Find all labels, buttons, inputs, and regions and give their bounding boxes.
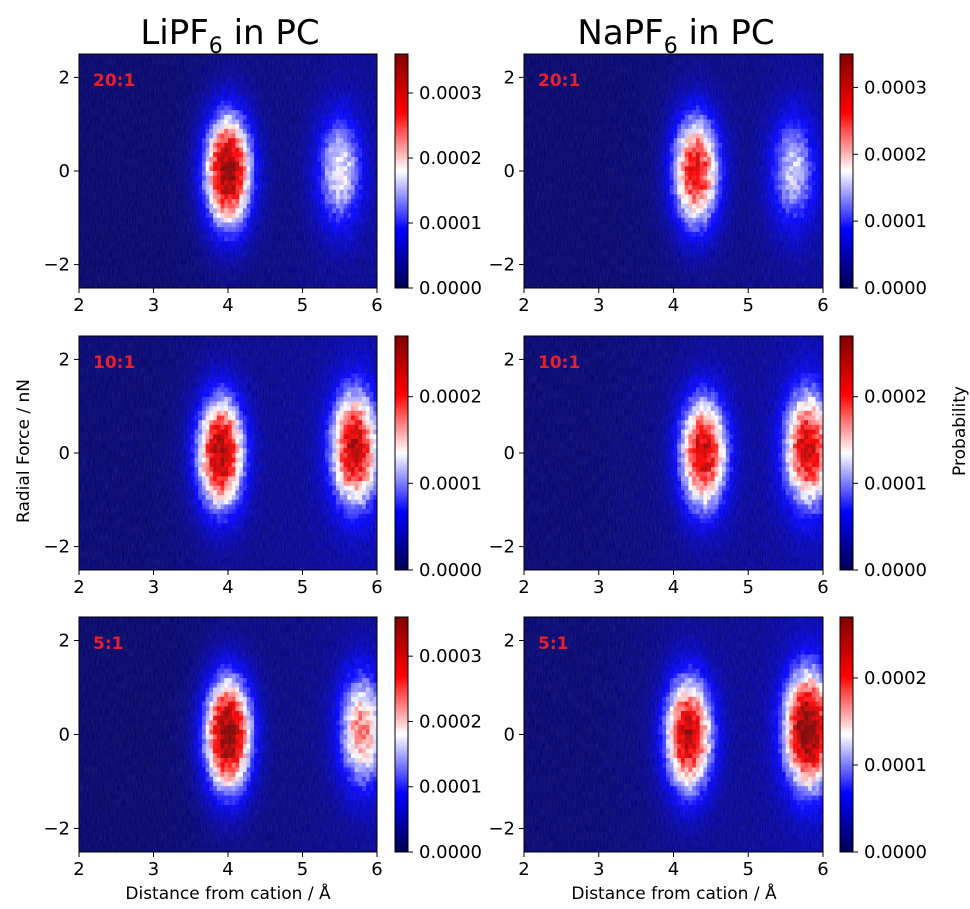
x-tick-label: 4 [222,295,233,316]
colorbar-tick-label: 0.0003 [419,83,482,104]
colorbar-label: Probability [950,386,970,476]
right-column-title: NaPF6 in PC [577,13,774,59]
colorbar-tick-label: 0.0001 [419,213,482,234]
x-tick-label: 3 [148,295,159,316]
colorbar [394,53,409,289]
concentration-label: 20:1 [93,71,135,91]
colorbar-tick-label: 0.0000 [419,278,482,299]
y-tick-label: 0 [59,161,70,182]
x-axis-label-left: Distance from cation / Å [125,882,331,904]
texture-overlay [79,54,377,288]
x-tick-label: 2 [73,295,84,316]
y-tick-label: 2 [59,67,70,88]
left-column-title: LiPF6 in PC [140,13,319,59]
y-axis-label: Radial Force / nN [14,379,34,523]
x-tick-label: 5 [297,295,308,316]
heatmap-panel-LiPF6-20:1: 2 3 4 5 6 −2 0 2 20:1 0.0000 0.0001 0.0002 0.0003 [43,53,482,316]
x-axis-label-right: Distance from cation / Å [571,882,777,904]
colorbar-tick-label: 0.0002 [419,148,482,169]
y-tick-label: −2 [43,255,70,276]
x-tick-label: 6 [371,295,382,316]
